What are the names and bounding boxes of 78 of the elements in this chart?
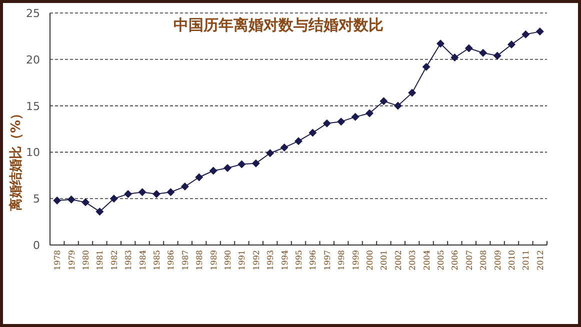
point bbox=[436, 40, 444, 48]
x-tick-label: 2004 bbox=[422, 250, 432, 270]
point bbox=[266, 149, 274, 158]
x-tick-label: 1998 bbox=[337, 250, 346, 270]
chart-title: 中国历年离婚对数与结婚对数比 bbox=[174, 16, 384, 34]
point bbox=[322, 119, 331, 128]
point bbox=[110, 194, 118, 203]
x-tick-label: 1992 bbox=[252, 250, 261, 270]
point bbox=[166, 188, 175, 196]
point bbox=[152, 190, 160, 198]
point bbox=[479, 48, 488, 57]
point bbox=[195, 173, 204, 182]
x-tick-label: 2009 bbox=[493, 250, 502, 270]
point bbox=[308, 128, 317, 137]
x-tick-label: 1995 bbox=[294, 250, 304, 270]
point bbox=[280, 144, 288, 152]
x-tick-label: 2011 bbox=[522, 250, 531, 270]
y-tick-label: 0 bbox=[33, 239, 40, 252]
x-tick-label: 1984 bbox=[138, 250, 148, 270]
point bbox=[380, 97, 388, 106]
y-tick-label: 20 bbox=[26, 53, 40, 66]
x-tick-label: 2000 bbox=[366, 250, 374, 270]
x-tick-label: 1994 bbox=[280, 250, 290, 270]
point bbox=[67, 196, 76, 204]
x-tick-label: 1986 bbox=[166, 250, 176, 270]
x-tick-label: 1997 bbox=[322, 250, 332, 270]
x-tick-label: 1990 bbox=[224, 250, 232, 270]
point bbox=[337, 118, 346, 126]
x-tick-label: 1989 bbox=[209, 250, 218, 270]
x-tick-label: 1982 bbox=[110, 250, 119, 270]
point bbox=[522, 30, 530, 38]
point bbox=[124, 190, 132, 198]
x-tick-label: 2006 bbox=[450, 250, 460, 270]
point bbox=[450, 54, 459, 62]
y-axis-title: 离婚结婚比（%） bbox=[8, 106, 24, 212]
point bbox=[508, 40, 516, 49]
x-tick-label: 2007 bbox=[464, 250, 474, 270]
y-tick-label: 5 bbox=[33, 192, 40, 206]
x-tick-label: 2001 bbox=[380, 250, 389, 270]
x-tick-label: 1987 bbox=[180, 250, 190, 270]
point bbox=[294, 137, 302, 146]
point bbox=[464, 44, 473, 52]
point bbox=[180, 182, 189, 191]
point bbox=[138, 188, 146, 196]
x-tick-label: 1988 bbox=[195, 250, 204, 270]
x-tick-label: 2002 bbox=[394, 250, 403, 270]
point bbox=[82, 198, 90, 206]
x-tick-label: 1999 bbox=[351, 250, 360, 270]
x-tick-label: 1980 bbox=[82, 250, 90, 270]
point bbox=[408, 88, 416, 97]
point bbox=[96, 208, 104, 216]
point bbox=[209, 166, 218, 175]
x-tick-label: 1979 bbox=[67, 250, 76, 270]
x-tick-label: 1993 bbox=[266, 250, 276, 270]
point bbox=[224, 164, 232, 172]
point bbox=[351, 112, 360, 121]
x-tick-label: 1996 bbox=[308, 250, 318, 270]
x-tick-label: 2003 bbox=[408, 250, 418, 270]
point bbox=[394, 102, 402, 110]
y-tick-label: 15 bbox=[26, 100, 40, 113]
point bbox=[422, 62, 430, 71]
x-tick-label: 1985 bbox=[152, 250, 162, 270]
x-tick-label: 2010 bbox=[508, 250, 516, 270]
point bbox=[536, 28, 544, 36]
x-tick-label: 1978 bbox=[53, 250, 62, 270]
x-tick-label: 1981 bbox=[96, 250, 105, 270]
point bbox=[53, 196, 62, 204]
point bbox=[366, 109, 374, 118]
x-tick-label: 1991 bbox=[238, 250, 247, 270]
y-tick-label: 10 bbox=[26, 146, 40, 160]
point bbox=[493, 52, 502, 60]
point bbox=[238, 160, 246, 168]
x-tick-label: 1983 bbox=[124, 250, 134, 270]
x-tick-label: 2005 bbox=[436, 250, 446, 270]
point bbox=[252, 159, 260, 168]
x-tick-label: 2008 bbox=[479, 250, 488, 270]
x-tick-label: 2012 bbox=[536, 250, 545, 270]
y-tick-label: 25 bbox=[26, 7, 40, 20]
